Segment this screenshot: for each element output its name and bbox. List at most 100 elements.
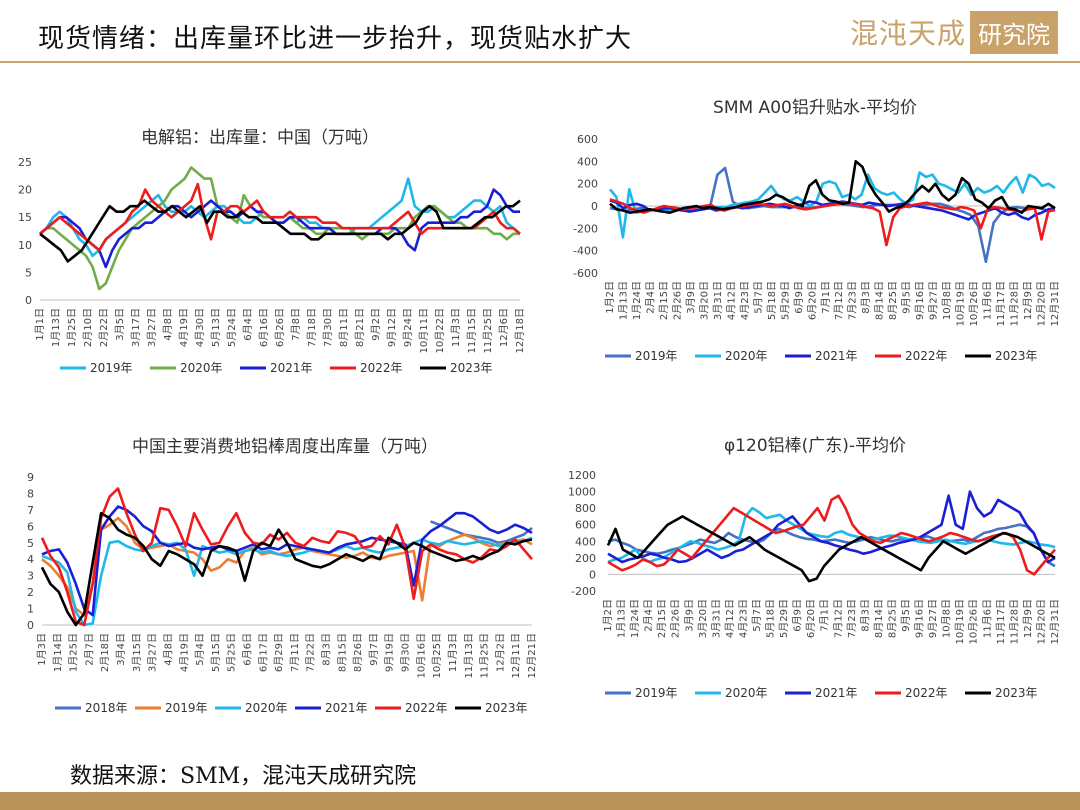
x-tick-label: 1月13日 [616,599,628,638]
x-tick-label: 12月2日 [494,633,506,672]
y-tick-label: -200 [571,585,596,598]
x-tick-label: 5月18日 [765,599,777,638]
x-tick-label: 12月9日 [1022,281,1034,320]
footer-bar [0,792,1080,810]
y-tick-label: 7 [27,504,34,517]
x-tick-label: 3月20日 [697,599,709,638]
x-tick-label: 3月5日 [114,308,126,341]
x-tick-label: 8月14日 [874,281,886,320]
y-tick-label: -400 [573,245,598,258]
x-tick-label: 8月3日 [859,599,871,632]
x-tick-label: 7月11日 [289,633,301,672]
legend-label: 2019年 [635,349,678,363]
legend-label: 2022年 [905,686,948,700]
x-tick-label: 8月21日 [354,308,366,347]
x-tick-label: 8月15日 [336,633,348,672]
x-tick-label: 12月18日 [514,308,526,353]
logo: 混沌天成 研究院 [849,10,1058,54]
y-tick-label: 400 [577,155,598,168]
logo-text: 混沌天成 [849,17,966,50]
chart-4: φ120铝棒(广东)-平均价 -200 0 200 400 600 800 1000 1200 1… [568,436,1061,700]
x-tick-label: 8月25日 [886,599,898,638]
x-tick-label: 9月7日 [368,633,380,666]
y-tick-label: 5 [25,266,32,279]
legend-label: 2022年 [405,701,448,715]
x-tick-label: 9月27日 [927,599,939,638]
x-tick-label: 8月26日 [352,633,364,672]
series-line-2023年 [609,160,1056,214]
x-tick-label: 11月6日 [981,599,993,638]
legend-label: 2021年 [815,349,858,363]
x-tick-label: 12月20日 [1036,281,1048,326]
x-tick-label: 8月11日 [338,308,350,347]
x-tick-label: 3月15日 [131,633,143,672]
y-tick-label: 1 [27,603,34,616]
x-tick-label: 3月27日 [146,308,158,347]
chart-title: 中国主要消费地铝棒周度出库量（万吨） [132,437,438,457]
x-tick-label: 6月29日 [273,633,285,672]
x-tick-label: 5月4日 [194,633,206,666]
series-line-2023年 [40,511,533,627]
legend-label: 2023年 [450,361,493,375]
legend-label: 2018年 [85,701,128,715]
x-tick-label: 1月1日 [34,308,46,341]
x-tick-label: 1月25日 [66,308,78,347]
legend-label: 2021年 [325,701,368,715]
x-tick-label: 6月16日 [258,308,270,347]
legend-label: 2020年 [725,349,768,363]
y-tick-label: -200 [573,222,598,235]
legend-label: 2023年 [995,349,1038,363]
x-tick-label: 4月19日 [178,308,190,347]
x-tick-label: 7月1日 [820,281,832,314]
legend-label: 2023年 [995,686,1038,700]
legend-label: 2019年 [635,686,678,700]
y-tick-label: 10 [18,239,32,252]
x-tick-label: 10月19日 [954,599,966,644]
legend-label: 2021年 [815,686,858,700]
x-tick-label: 11月28日 [1009,281,1021,326]
x-tick-label: 12月11日 [510,633,522,678]
y-tick-label: 2 [27,586,34,599]
x-tick-label: 7月23日 [846,599,858,638]
x-tick-label: 9月19日 [384,633,396,672]
x-tick-label: 4月23日 [739,281,751,320]
y-tick-label: 9 [27,471,34,484]
x-tick-label: 5月13日 [210,308,222,347]
y-tick-label: 200 [575,552,596,565]
y-tick-label: 25 [18,156,32,169]
x-tick-label: 2月26日 [671,281,683,320]
x-tick-label: 2月4日 [643,599,655,632]
x-tick-label: 11月15日 [466,308,478,353]
x-tick-label: 11月6日 [982,281,994,320]
x-tick-label: 1月25日 [68,633,80,672]
x-tick-label: 11月3日 [450,308,462,347]
legend-label: 2019年 [165,701,208,715]
x-tick-label: 9月16日 [914,599,926,638]
x-tick-label: 10月26日 [968,281,980,326]
x-tick-label: 3月20日 [698,281,710,320]
x-tick-label: 6月4日 [242,308,254,341]
x-tick-label: 11月13日 [463,633,475,678]
series-line-2020年 [41,536,533,627]
x-tick-label: 6月26日 [274,308,286,347]
x-tick-label: 7月30日 [322,308,334,347]
x-tick-label: 10月25日 [431,633,443,678]
x-tick-label: 3月27日 [147,633,159,672]
x-tick-label: 7月12日 [832,599,844,638]
legend-label: 2022年 [905,349,948,363]
chart-title: 电解铝：出库量：中国（万吨） [141,128,379,148]
x-tick-label: 8月25日 [887,281,899,320]
x-tick-label: 4月12日 [725,281,737,320]
x-tick-label: 7月22日 [305,633,317,672]
chart-3: 中国主要消费地铝棒周度出库量（万吨） 0 1 2 3 4 5 6 7 8 9 1月3日 1月14日 1月2… [27,437,538,715]
x-tick-label: 9月27日 [928,281,940,320]
y-tick-label: 6 [27,520,34,533]
x-tick-label: 2月10日 [82,308,94,347]
legend-label: 2020年 [180,361,223,375]
series-line-2022年 [39,182,521,252]
x-tick-label: 4月19日 [178,633,190,672]
y-tick-label: -600 [573,267,598,280]
y-tick-label: 0 [589,568,596,581]
series-line-2022年 [607,494,1056,576]
